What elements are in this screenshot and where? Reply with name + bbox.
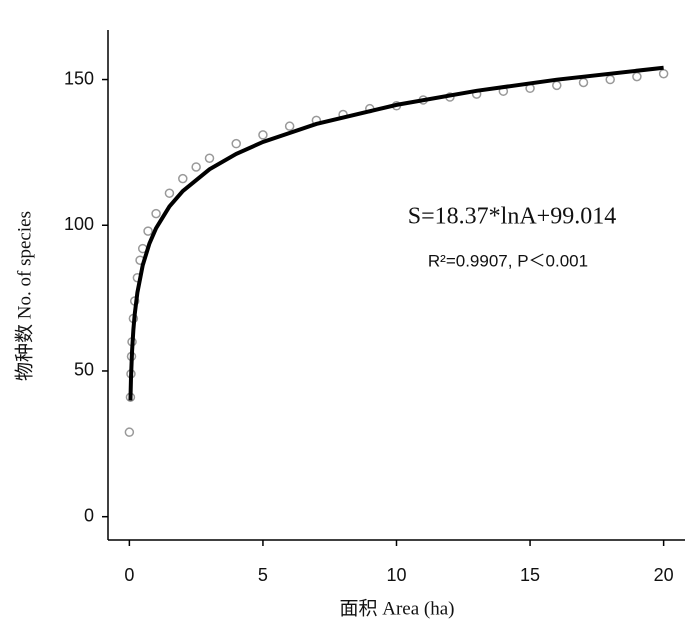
data-point	[178, 173, 188, 184]
data-point	[143, 226, 153, 236]
data-point	[632, 71, 642, 82]
fit-line	[128, 65, 664, 401]
data-point	[605, 74, 615, 85]
data-point	[231, 138, 241, 149]
y-tick-label: 150	[64, 68, 94, 88]
statistics: R²=0.9907, P＜0.001	[428, 251, 588, 270]
y-tick-label: 100	[64, 214, 94, 234]
data-point	[284, 121, 295, 131]
data-point	[151, 208, 161, 219]
x-tick-label: 10	[386, 565, 406, 585]
y-tick-label: 50	[74, 360, 94, 380]
data-point	[658, 68, 669, 79]
x-axis-label: 面积 Area (ha)	[339, 597, 454, 619]
y-axis-label: 物种数 No. of species	[13, 211, 35, 381]
x-tick-label: 20	[654, 565, 674, 585]
y-tick-label: 0	[84, 505, 94, 525]
data-point	[164, 188, 175, 198]
x-tick-label: 15	[520, 565, 540, 585]
equation: S=18.37*lnA+99.014	[408, 204, 616, 230]
data-point	[552, 80, 562, 91]
data-point	[578, 77, 589, 88]
x-tick-label: 5	[258, 565, 268, 585]
x-tick-label: 0	[124, 565, 134, 585]
data-point	[191, 162, 201, 172]
data-point	[258, 130, 268, 140]
data-point	[124, 427, 135, 437]
data-point	[204, 153, 215, 163]
